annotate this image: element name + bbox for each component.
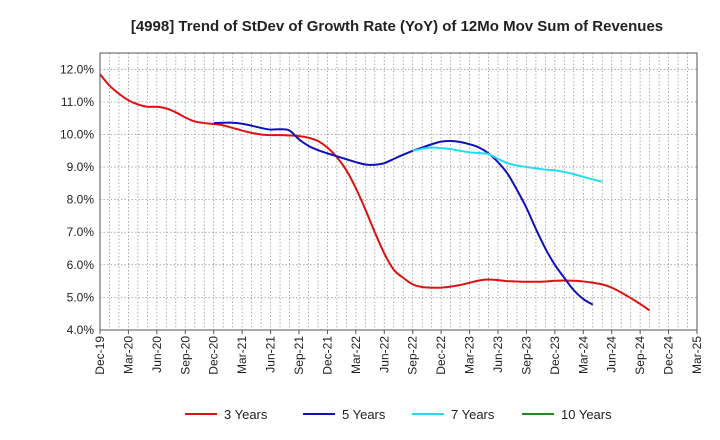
y-tick-label: 12.0% <box>60 62 94 76</box>
x-tick-label: Sep-24 <box>633 336 647 375</box>
legend-label: 3 Years <box>224 407 268 422</box>
plot-area <box>100 53 697 330</box>
series-line-5-years <box>213 121 594 306</box>
x-tick-label: Mar-25 <box>690 336 704 374</box>
y-tick-label: 8.0% <box>67 193 95 207</box>
x-tick-label: Dec-22 <box>434 336 448 375</box>
x-tick-label: Sep-20 <box>178 336 192 375</box>
axes: 4.0% 5.0% 6.0% 7.0% 8.0% 9.0% 10.0% 11.0% 12.0% D… <box>60 52 704 375</box>
legend: 3 Years 5 Years 7 Years 10 Years <box>185 407 612 422</box>
x-tick-label: Sep-22 <box>406 336 420 375</box>
y-tick-label: 10.0% <box>60 127 94 141</box>
series-line-3-years <box>99 73 651 312</box>
x-tick-label: Sep-23 <box>519 336 533 375</box>
x-tick-label: Dec-20 <box>207 336 221 375</box>
series-lines <box>99 73 651 312</box>
x-tick-label: Mar-22 <box>349 336 363 374</box>
y-tick-label: 11.0% <box>61 95 94 109</box>
legend-label: 10 Years <box>561 407 612 422</box>
legend-label: 7 Years <box>451 407 495 422</box>
series-line-7-years <box>412 146 603 183</box>
x-tick-label: Dec-19 <box>93 336 107 375</box>
x-tick-label: Jun-21 <box>264 336 278 373</box>
x-tick-label: Jun-20 <box>150 336 164 373</box>
legend-label: 5 Years <box>342 407 386 422</box>
x-tick-label: Dec-24 <box>662 336 676 375</box>
y-tick-label: 6.0% <box>67 258 95 272</box>
x-tick-label: Mar-20 <box>121 336 135 374</box>
x-tick-label: Dec-21 <box>320 336 334 375</box>
x-tick-label: Sep-21 <box>292 336 306 375</box>
x-tick-label: Mar-23 <box>463 336 477 374</box>
x-tick-label: Dec-23 <box>548 336 562 375</box>
x-tick-label: Jun-23 <box>491 336 505 373</box>
y-tick-label: 5.0% <box>67 290 95 304</box>
x-tick-label: Mar-24 <box>576 336 590 374</box>
y-tick-label: 7.0% <box>67 225 95 239</box>
grid <box>99 53 698 331</box>
plot-frame <box>99 52 698 331</box>
y-tick-label: 4.0% <box>67 323 95 337</box>
chart-title: [4998] Trend of StDev of Growth Rate (Yo… <box>131 18 663 35</box>
y-tick-label: 9.0% <box>67 160 95 174</box>
x-tick-label: Jun-24 <box>605 336 619 373</box>
x-tick-label: Mar-21 <box>235 336 249 374</box>
x-tick-label: Jun-22 <box>377 336 391 373</box>
